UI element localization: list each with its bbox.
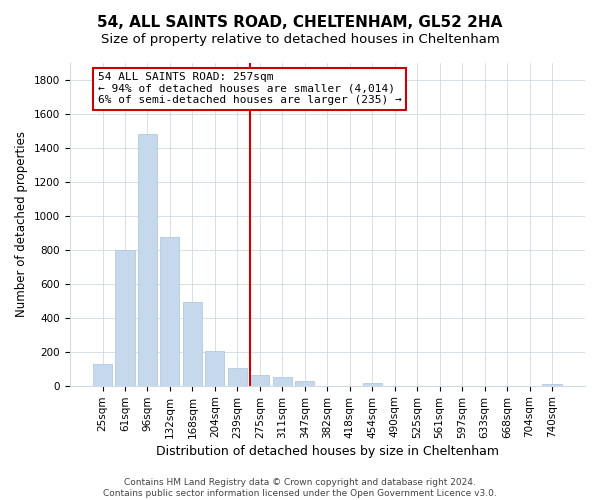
Bar [250, 374, 269, 386]
Bar [205, 351, 224, 386]
X-axis label: Distribution of detached houses by size in Cheltenham: Distribution of detached houses by size … [156, 444, 499, 458]
Text: 54, ALL SAINTS ROAD, CHELTENHAM, GL52 2HA: 54, ALL SAINTS ROAD, CHELTENHAM, GL52 2H… [97, 15, 503, 30]
Text: Size of property relative to detached houses in Cheltenham: Size of property relative to detached ho… [101, 32, 499, 46]
Bar [138, 134, 157, 386]
Bar [115, 250, 134, 386]
Bar [362, 383, 382, 386]
Bar [160, 237, 179, 386]
Bar [93, 364, 112, 386]
Bar [183, 302, 202, 386]
Bar [228, 368, 247, 386]
Bar [273, 377, 292, 386]
Bar [542, 384, 562, 386]
Text: Contains HM Land Registry data © Crown copyright and database right 2024.
Contai: Contains HM Land Registry data © Crown c… [103, 478, 497, 498]
Y-axis label: Number of detached properties: Number of detached properties [15, 131, 28, 317]
Bar [295, 381, 314, 386]
Text: 54 ALL SAINTS ROAD: 257sqm
← 94% of detached houses are smaller (4,014)
6% of se: 54 ALL SAINTS ROAD: 257sqm ← 94% of deta… [98, 72, 401, 106]
